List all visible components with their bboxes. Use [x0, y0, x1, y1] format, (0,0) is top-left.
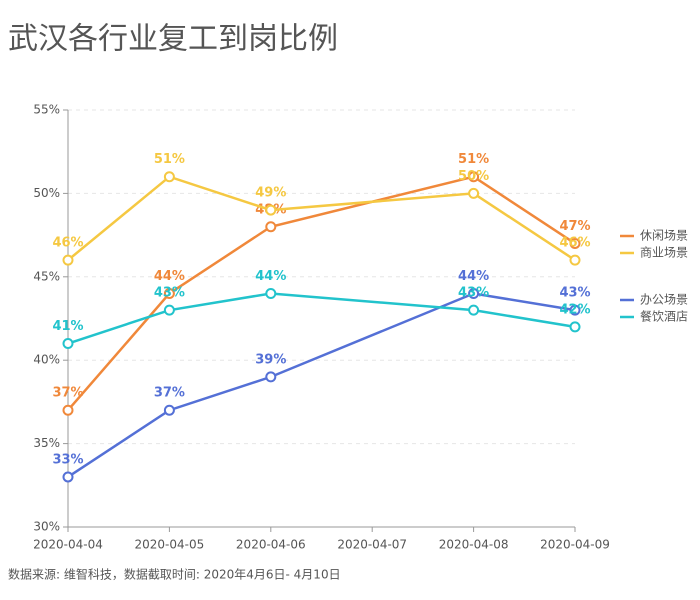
data-point [163, 404, 175, 416]
data-point [62, 471, 74, 483]
data-label: 33% [52, 452, 83, 467]
legend-label: 休闲场景 [640, 229, 688, 243]
data-point [569, 254, 581, 266]
data-label: 41% [52, 319, 83, 334]
x-tick-label: 2020-04-09 [540, 538, 610, 552]
y-tick-label: 35% [33, 436, 60, 450]
data-label: 43% [458, 286, 489, 301]
data-point [468, 187, 480, 199]
data-label: 47% [559, 219, 590, 234]
data-point [265, 287, 277, 299]
series-line [67, 292, 576, 345]
x-tick-label: 2020-04-08 [439, 538, 509, 552]
data-point [62, 338, 74, 350]
data-label: 51% [154, 152, 185, 167]
data-point [569, 237, 581, 249]
series-line [67, 175, 576, 262]
data-point [468, 287, 480, 299]
x-tick-label: 2020-04-07 [337, 538, 407, 552]
data-label: 37% [52, 386, 83, 401]
data-point [163, 304, 175, 316]
data-label: 44% [154, 269, 185, 284]
data-point [265, 371, 277, 383]
data-label: 43% [559, 286, 590, 301]
data-label: 37% [154, 386, 185, 401]
y-tick-label: 30% [33, 520, 60, 534]
data-point [569, 321, 581, 333]
data-point [265, 204, 277, 216]
data-label: 46% [52, 236, 83, 251]
data-point [569, 304, 581, 316]
data-label: 51% [458, 152, 489, 167]
data-point [265, 221, 277, 233]
data-label: 39% [255, 352, 286, 367]
chart-title: 武汉各行业复工到岗比例 [8, 22, 338, 57]
data-label: 43% [154, 286, 185, 301]
data-point [163, 171, 175, 183]
data-point [468, 171, 480, 183]
data-label: 49% [255, 186, 286, 201]
x-tick-label: 2020-04-06 [236, 538, 306, 552]
data-label: 44% [255, 269, 286, 284]
legend-label: 办公场景 [640, 292, 688, 307]
data-label: 50% [458, 169, 489, 184]
data-point [62, 404, 74, 416]
y-tick-label: 40% [33, 353, 60, 367]
y-tick-label: 50% [33, 186, 60, 200]
data-point [62, 254, 74, 266]
legend-label: 商业场景 [640, 245, 688, 260]
data-point [163, 287, 175, 299]
x-tick-label: 2020-04-04 [33, 538, 103, 552]
series-line [67, 175, 576, 412]
data-point [468, 304, 480, 316]
y-tick-label: 45% [33, 269, 60, 283]
data-label: 42% [559, 302, 590, 317]
x-tick-label: 2020-04-05 [135, 538, 205, 552]
y-tick-label: 55% [33, 103, 60, 117]
data-label: 44% [458, 269, 489, 284]
legend-label: 餐饮酒店 [640, 309, 688, 324]
source-note: 数据来源: 维智科技，数据截取时间: 2020年4月6日- 4月10日 [8, 567, 341, 582]
data-label: 46% [559, 236, 590, 251]
